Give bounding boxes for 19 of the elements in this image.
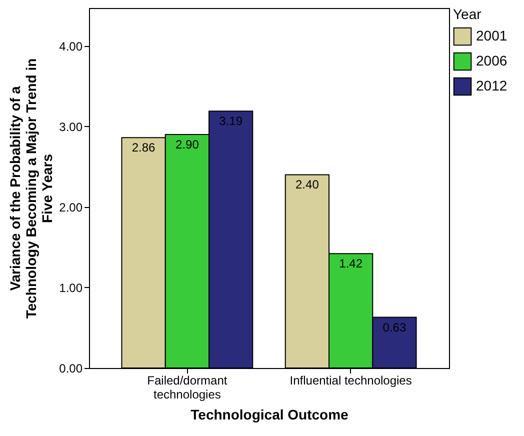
data-label: 3.19 [219,114,243,128]
data-label: 0.63 [382,320,406,334]
y-tick-label: 1.00 [59,280,83,295]
y-tick-label: 3.00 [59,120,83,134]
data-label: 1.42 [339,256,363,271]
y-tick-label: 4.00 [59,39,83,54]
legend-label: 2012 [476,78,508,94]
data-label: 2.90 [176,137,200,152]
data-label: 2.40 [296,178,320,192]
y-axis-title: Variance of the Probability of a Technology Becoming a Major Trend in Five Years [7,58,56,319]
x-tick-label: Failed/dormant technologies [147,374,228,402]
x-axis-title: Technological Outcome [190,406,349,422]
y-tick-label: 2.00 [59,200,83,214]
x-tick-label: Influential technologies [290,374,412,388]
y-tick-label: 0.00 [59,362,83,376]
data-label: 2.86 [132,140,156,155]
legend-label: 2001 [476,28,508,44]
legend-title: Year [453,6,482,22]
legend-label: 2006 [476,52,508,68]
